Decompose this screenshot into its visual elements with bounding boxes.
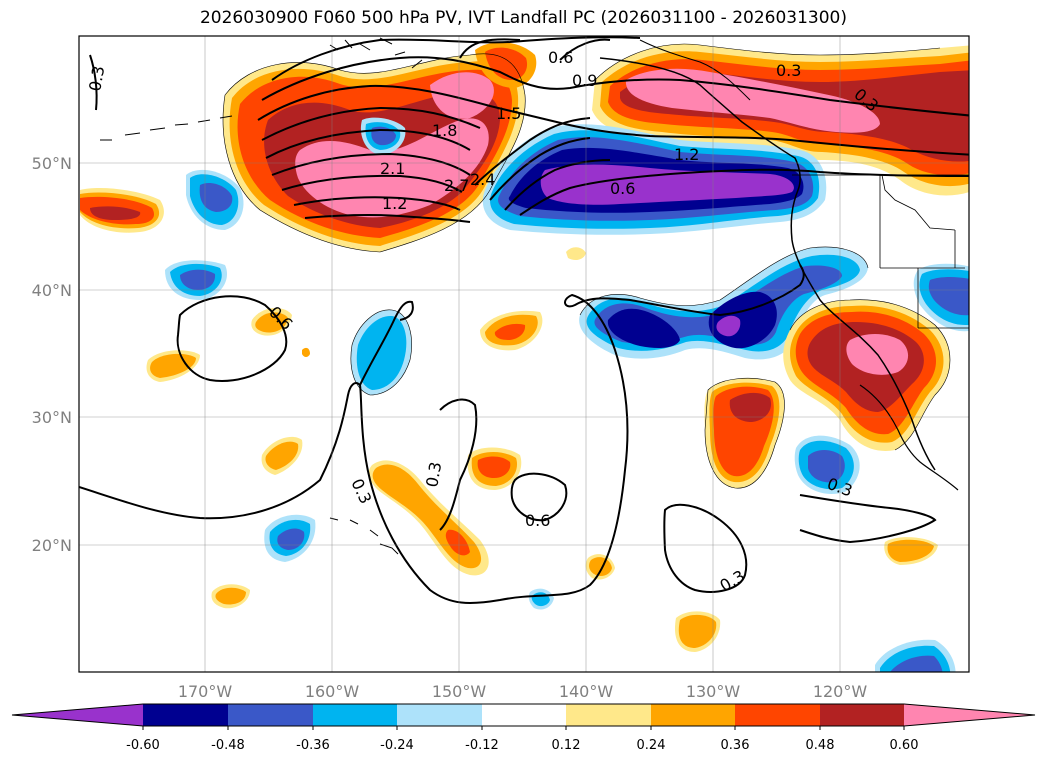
colorbar-tick-label: -0.24 (380, 738, 414, 753)
gridlines (79, 36, 969, 672)
contour-label: 0.6 (610, 179, 635, 198)
map-title: 2026030900 F060 500 hPa PV, IVT Landfall… (199, 8, 847, 28)
positive-anomaly-southwest-us (783, 299, 950, 451)
longitude-labels: 170°W 160°W 150°W 140°W 130°W 120°W (178, 682, 868, 701)
lon-label-140w: 140°W (559, 682, 614, 701)
positive-anomaly-subtropics-130w (704, 378, 785, 489)
lon-label-160w: 160°W (305, 682, 360, 701)
contour-label: 2.4 (470, 170, 495, 189)
colorbar-tick-label: 0.48 (806, 738, 835, 753)
shading-layer (80, 42, 969, 672)
contour-label: 0.6 (525, 511, 550, 530)
colorbar-tick-label: -0.60 (126, 738, 160, 753)
colorbar-swatch (313, 704, 397, 726)
contour-label: 1.8 (432, 121, 457, 140)
colorbar-swatch (820, 704, 904, 726)
pv-contours (79, 36, 969, 604)
plot-frame (78, 35, 970, 673)
contour-label: 2.1 (380, 159, 405, 178)
contour-label: 1.2 (382, 194, 407, 213)
lon-label-120w: 120°W (813, 682, 868, 701)
colorbar-swatch (397, 704, 482, 726)
lon-label-130w: 130°W (686, 682, 741, 701)
colorbar-swatch (566, 704, 651, 726)
colorbar-tick-label: -0.12 (465, 738, 499, 753)
colorbar-swatch (228, 704, 313, 726)
latitude-labels: 50°N 40°N 30°N 20°N (32, 154, 72, 555)
colorbar-tick-label: 0.60 (890, 738, 919, 753)
colorbar-tick-label: 0.36 (721, 738, 750, 753)
negative-anomaly-jet (482, 124, 827, 235)
lat-label-40n: 40°N (32, 281, 72, 300)
colorbar-swatch (12, 704, 143, 726)
lon-label-150w: 150°W (432, 682, 487, 701)
coastlines (100, 37, 969, 555)
colorbar-swatch (904, 704, 1035, 726)
contour-label: 1.5 (496, 104, 521, 123)
positive-anomaly-northeast (592, 44, 969, 196)
colorbar-tick-label: 0.12 (552, 738, 581, 753)
contour-label: 2.7 (444, 176, 469, 195)
colorbar-tick-label: -0.36 (296, 738, 330, 753)
lat-label-50n: 50°N (32, 154, 72, 173)
colorbar-tick-label: 0.24 (637, 738, 666, 753)
colorbar-swatch (482, 704, 566, 726)
lat-label-20n: 20°N (32, 536, 72, 555)
shading-outlines (222, 43, 951, 489)
contour-label: 0.3 (422, 460, 445, 488)
contour-label: 0.3 (776, 61, 801, 80)
colorbar-tick-label: -0.48 (211, 738, 245, 753)
colorbar-ticks (142, 726, 905, 730)
lon-label-170w: 170°W (178, 682, 233, 701)
lat-label-30n: 30°N (32, 408, 72, 427)
contour-label: 0.9 (572, 71, 597, 90)
colorbar: -0.60 -0.48 -0.36 -0.24 -0.12 0.12 0.24 … (11, 703, 1036, 753)
colorbar-swatch (735, 704, 820, 726)
contour-label: 0.3 (85, 64, 108, 92)
contour-label: 0.6 (548, 48, 573, 67)
colorbar-swatch (651, 704, 735, 726)
colorbar-swatch (143, 704, 228, 726)
contour-label: 1.2 (674, 145, 699, 164)
